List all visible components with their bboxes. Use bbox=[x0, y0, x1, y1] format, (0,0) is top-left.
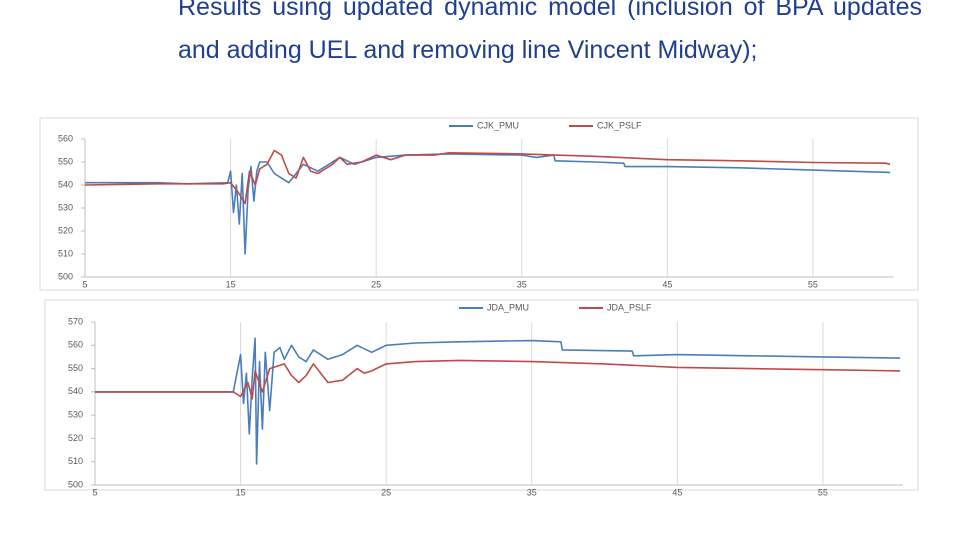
y-tick-label: 550 bbox=[58, 156, 73, 166]
chart-frame bbox=[44, 299, 919, 491]
y-tick-label: 500 bbox=[68, 479, 83, 489]
y-tick-label: 510 bbox=[68, 456, 83, 466]
y-tick-label: 540 bbox=[68, 386, 83, 396]
x-tick-label: 55 bbox=[808, 279, 818, 289]
y-tick-label: 560 bbox=[58, 133, 73, 143]
series-line bbox=[84, 149, 891, 205]
y-tick-label: 520 bbox=[68, 433, 83, 443]
y-tick-label: 560 bbox=[68, 340, 83, 350]
x-tick-label: 5 bbox=[92, 487, 97, 497]
x-tick-label: 35 bbox=[517, 279, 527, 289]
series-line bbox=[95, 359, 901, 400]
chart-frame bbox=[39, 117, 919, 291]
y-tick-label: 570 bbox=[68, 316, 83, 326]
y-tick-label: 530 bbox=[68, 410, 83, 420]
series-line bbox=[95, 337, 901, 465]
legend-label: CJK_PSLF bbox=[597, 120, 642, 130]
x-tick-label: 55 bbox=[818, 487, 828, 497]
legend-label: JDA_PMU bbox=[487, 302, 529, 312]
x-tick-label: 15 bbox=[226, 279, 236, 289]
series-line bbox=[85, 153, 891, 255]
x-tick-label: 25 bbox=[381, 487, 391, 497]
x-tick-label: 15 bbox=[236, 487, 246, 497]
x-tick-label: 5 bbox=[82, 279, 87, 289]
x-tick-label: 45 bbox=[662, 279, 672, 289]
y-tick-label: 520 bbox=[58, 225, 73, 235]
y-tick-label: 540 bbox=[58, 179, 73, 189]
y-tick-label: 500 bbox=[58, 271, 73, 281]
y-tick-label: 510 bbox=[58, 248, 73, 258]
legend-label: JDA_PSLF bbox=[607, 302, 652, 312]
x-tick-label: 45 bbox=[672, 487, 682, 497]
y-tick-label: 550 bbox=[68, 363, 83, 373]
x-tick-label: 25 bbox=[371, 279, 381, 289]
x-tick-label: 35 bbox=[527, 487, 537, 497]
heading: Results using updated dynamic model (inc… bbox=[178, 0, 922, 64]
y-tick-label: 530 bbox=[58, 202, 73, 212]
legend-label: CJK_PMU bbox=[477, 120, 519, 130]
